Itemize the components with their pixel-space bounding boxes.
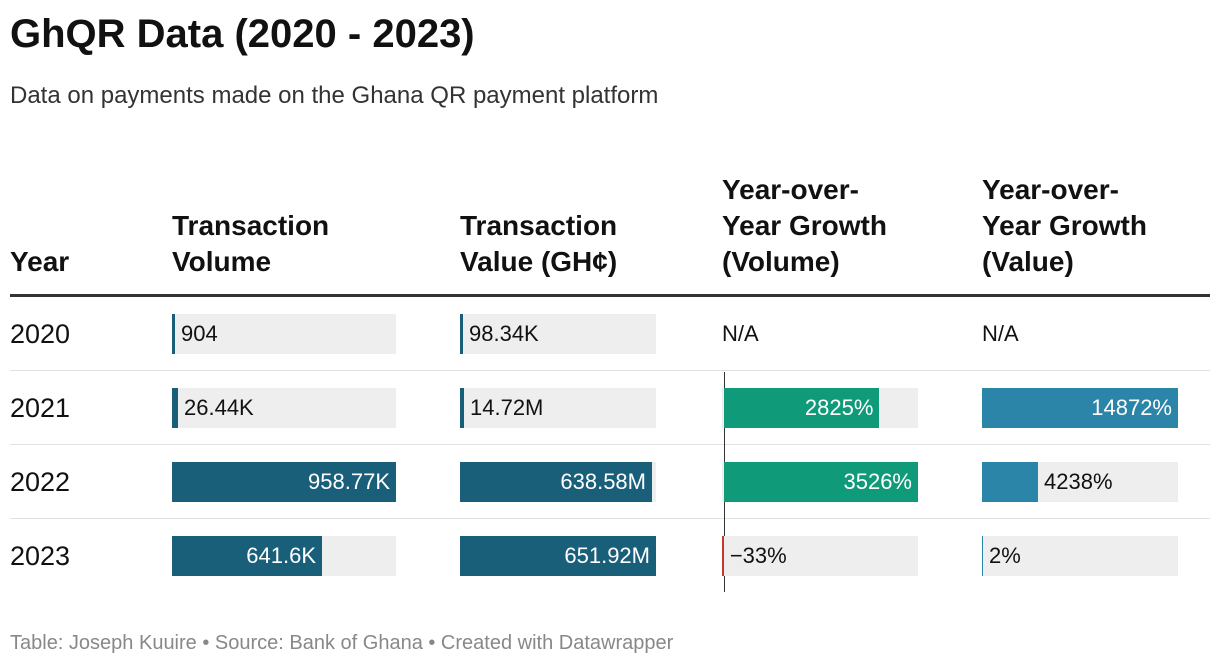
column-header-line: Transaction: [460, 210, 618, 241]
column-header-year[interactable]: Year: [10, 244, 160, 280]
growth-value-label: 14872%: [1091, 395, 1172, 420]
growth-volume-na: N/A: [722, 321, 759, 346]
column-header-line: Value (GH¢): [460, 246, 618, 277]
value-bar-track: 638.58M: [460, 462, 656, 502]
volume-label: 904: [181, 321, 218, 346]
value-bar: [460, 462, 652, 502]
value-bar: [460, 536, 656, 576]
growth-volume-label: 2825%: [804, 395, 874, 420]
header-divider: [10, 294, 1210, 297]
column-header-volume[interactable]: Transaction Volume: [172, 208, 422, 280]
value-label: 651.92M: [564, 543, 650, 568]
row-divider: [10, 444, 1210, 445]
value-label: 638.58M: [560, 469, 646, 494]
value-label: 98.34K: [469, 321, 539, 346]
growth-volume-bar: [723, 388, 880, 428]
year-cell: 2022: [10, 467, 71, 497]
volume-bar: [172, 536, 322, 576]
value-label: 14.72M: [470, 395, 544, 420]
growth-value-label: 2%: [989, 543, 1021, 568]
chart-subtitle: Data on payments made on the Ghana QR pa…: [10, 82, 659, 109]
volume-bar: [172, 314, 175, 354]
column-header-line: Volume: [172, 246, 272, 277]
value-bar: [460, 388, 464, 428]
volume-bar-track: 904: [172, 314, 396, 354]
chart-title: GhQR Data (2020 - 2023): [10, 12, 475, 56]
growth-volume-bar: [722, 536, 724, 576]
volume-label: 641.6K: [246, 543, 316, 568]
growth-volume-label: 3526%: [843, 469, 912, 494]
volume-bar-track: 641.6K: [172, 536, 396, 576]
row-divider: [10, 370, 1210, 371]
value-bar-track: 14.72M: [460, 388, 656, 428]
volume-bar: [172, 462, 396, 502]
column-header-line: Year Growth: [722, 210, 887, 241]
row-divider: [10, 518, 1210, 519]
growth-value-bar: [982, 388, 1178, 428]
growth-value-bar: [982, 536, 983, 576]
value-bar: [460, 314, 463, 354]
volume-label: 26.44K: [184, 395, 254, 420]
column-header-line: (Value): [982, 246, 1074, 277]
volume-bar-track: 26.44K: [172, 388, 396, 428]
growth-volume-bar: [723, 462, 918, 502]
column-header-line: Year-over-: [722, 174, 859, 205]
value-bar-track: 98.34K: [460, 314, 656, 354]
volume-bar: [172, 388, 178, 428]
column-header-growth-value[interactable]: Year-over- Year Growth (Value): [982, 172, 1220, 280]
column-header-growth-volume[interactable]: Year-over- Year Growth (Volume): [722, 172, 972, 280]
column-header-line: Transaction: [172, 210, 330, 241]
column-header-line: (Volume): [722, 246, 840, 277]
growth-value-bar-track: 2%: [982, 536, 1178, 576]
column-header-line: Year-over-: [982, 174, 1119, 205]
growth-value-bar-track: 4238%: [982, 462, 1178, 502]
column-header-line: Year Growth: [982, 210, 1147, 241]
growth-value-label: 4238%: [1044, 469, 1113, 494]
value-bar-track: 651.92M: [460, 536, 656, 576]
growth-value-bar-track: 14872%: [982, 388, 1178, 428]
column-header-line: Year: [10, 246, 70, 277]
year-cell: 2021: [10, 393, 71, 423]
growth-volume-bar-track: 3526%: [722, 462, 918, 502]
volume-bar-track: 958.77K: [172, 462, 396, 502]
growth-volume-bar-track: −33%: [722, 536, 918, 576]
volume-label: 958.77K: [308, 469, 390, 494]
year-cell: 2023: [10, 541, 71, 571]
source-footer: Table: Joseph Kuuire • Source: Bank of G…: [10, 632, 674, 654]
growth-volume-label: −33%: [729, 543, 787, 568]
growth-value-bar: [982, 462, 1038, 502]
growth-value-na: N/A: [982, 321, 1019, 346]
growth-volume-bar-track: 2825%: [722, 388, 918, 428]
year-cell: 2020: [10, 319, 71, 349]
column-header-value[interactable]: Transaction Value (GH¢): [460, 208, 710, 280]
